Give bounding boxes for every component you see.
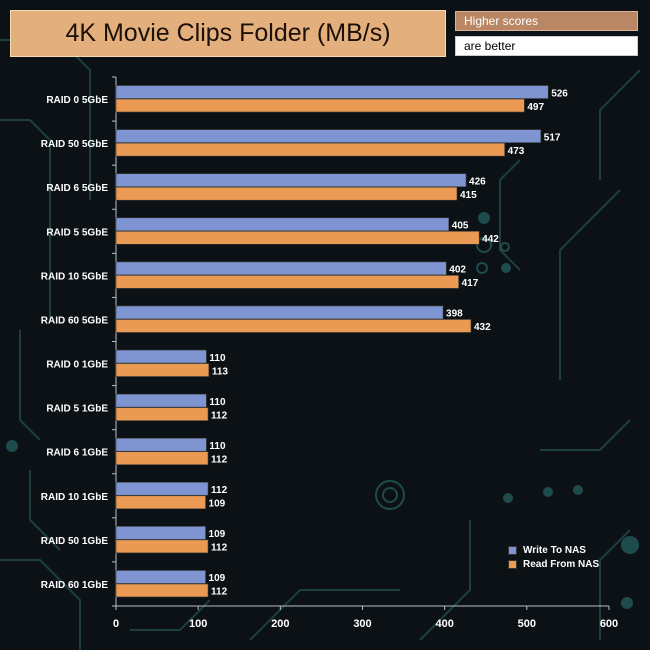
data-label: 415 (460, 190, 477, 201)
x-tick-label: 300 (353, 618, 371, 630)
legend-item-write: Write To NAS (508, 543, 599, 557)
bar-write (115, 481, 209, 496)
data-label: 112 (211, 485, 228, 496)
data-label: 112 (211, 543, 228, 554)
bar-read (115, 495, 206, 510)
data-label: 417 (462, 278, 479, 289)
x-tick-label: 0 (113, 618, 119, 630)
category-label: RAID 5 1GbE (46, 404, 108, 415)
bar-read (115, 407, 209, 421)
legend: Write To NAS Read From NAS (508, 543, 599, 571)
data-label: 112 (211, 454, 228, 465)
legend-label-read: Read From NAS (523, 558, 600, 570)
data-label: 109 (209, 499, 226, 510)
data-label: 402 (449, 265, 466, 276)
bar-read (115, 186, 458, 201)
category-label: RAID 50 1GbE (41, 536, 109, 547)
x-tick-label: 600 (600, 618, 618, 630)
are-better-note: are better (455, 36, 638, 56)
x-tick-label: 100 (189, 618, 207, 630)
category-label: RAID 60 1GbE (41, 580, 109, 591)
data-label: 497 (527, 102, 544, 113)
legend-label-write: Write To NAS (523, 544, 586, 556)
category-label: RAID 50 5GbE (41, 139, 109, 150)
bar-read (115, 539, 209, 554)
category-label: RAID 6 1GbE (46, 448, 108, 459)
data-label: 526 (551, 88, 568, 99)
bar-write (115, 261, 447, 276)
category-label: RAID 10 1GbE (41, 492, 109, 503)
data-label: 405 (452, 221, 469, 232)
data-label: 110 (209, 441, 226, 452)
data-label: 426 (469, 176, 486, 187)
bar-read (115, 142, 505, 157)
bar-write (115, 85, 549, 99)
category-label: RAID 60 5GbE (41, 315, 109, 326)
bar-read (115, 363, 210, 377)
bar-read (115, 451, 209, 466)
data-label: 110 (209, 353, 226, 364)
x-tick-label: 500 (518, 618, 536, 630)
data-label: 473 (508, 146, 525, 157)
data-label: 109 (209, 529, 226, 540)
bar-write (115, 526, 206, 540)
chart-title: 4K Movie Clips Folder (MB/s) (10, 10, 446, 57)
bar-write (115, 570, 206, 584)
data-label: 113 (212, 366, 229, 377)
bar-write (115, 217, 450, 232)
x-tick-label: 400 (435, 618, 453, 630)
data-label: 109 (209, 573, 226, 584)
legend-item-read: Read From NAS (508, 557, 599, 571)
bar-write (115, 129, 542, 143)
bar-read (115, 98, 525, 113)
data-label: 442 (482, 234, 499, 245)
category-label: RAID 10 5GbE (41, 271, 109, 282)
bar-read (115, 319, 472, 333)
bar-write (115, 173, 467, 188)
category-label: RAID 6 5GbE (46, 183, 108, 194)
bar-write (115, 393, 207, 408)
bar-read (115, 230, 480, 245)
bar-write (115, 349, 207, 364)
bar-write (115, 305, 444, 320)
bar-write (115, 437, 207, 452)
data-label: 517 (544, 132, 561, 143)
bar-read (115, 583, 209, 598)
higher-scores-note: Higher scores (455, 11, 638, 31)
category-label: RAID 5 5GbE (46, 227, 108, 238)
data-label: 112 (211, 410, 228, 421)
bar-read (115, 275, 459, 289)
legend-swatch-write (508, 545, 517, 555)
legend-swatch-read (508, 559, 517, 569)
data-label: 110 (209, 397, 226, 408)
data-label: 432 (474, 322, 491, 333)
data-label: 398 (446, 309, 463, 320)
x-tick-label: 200 (271, 618, 289, 630)
category-label: RAID 0 5GbE (46, 95, 108, 106)
data-label: 112 (211, 587, 228, 598)
category-label: RAID 0 1GbE (46, 360, 108, 371)
